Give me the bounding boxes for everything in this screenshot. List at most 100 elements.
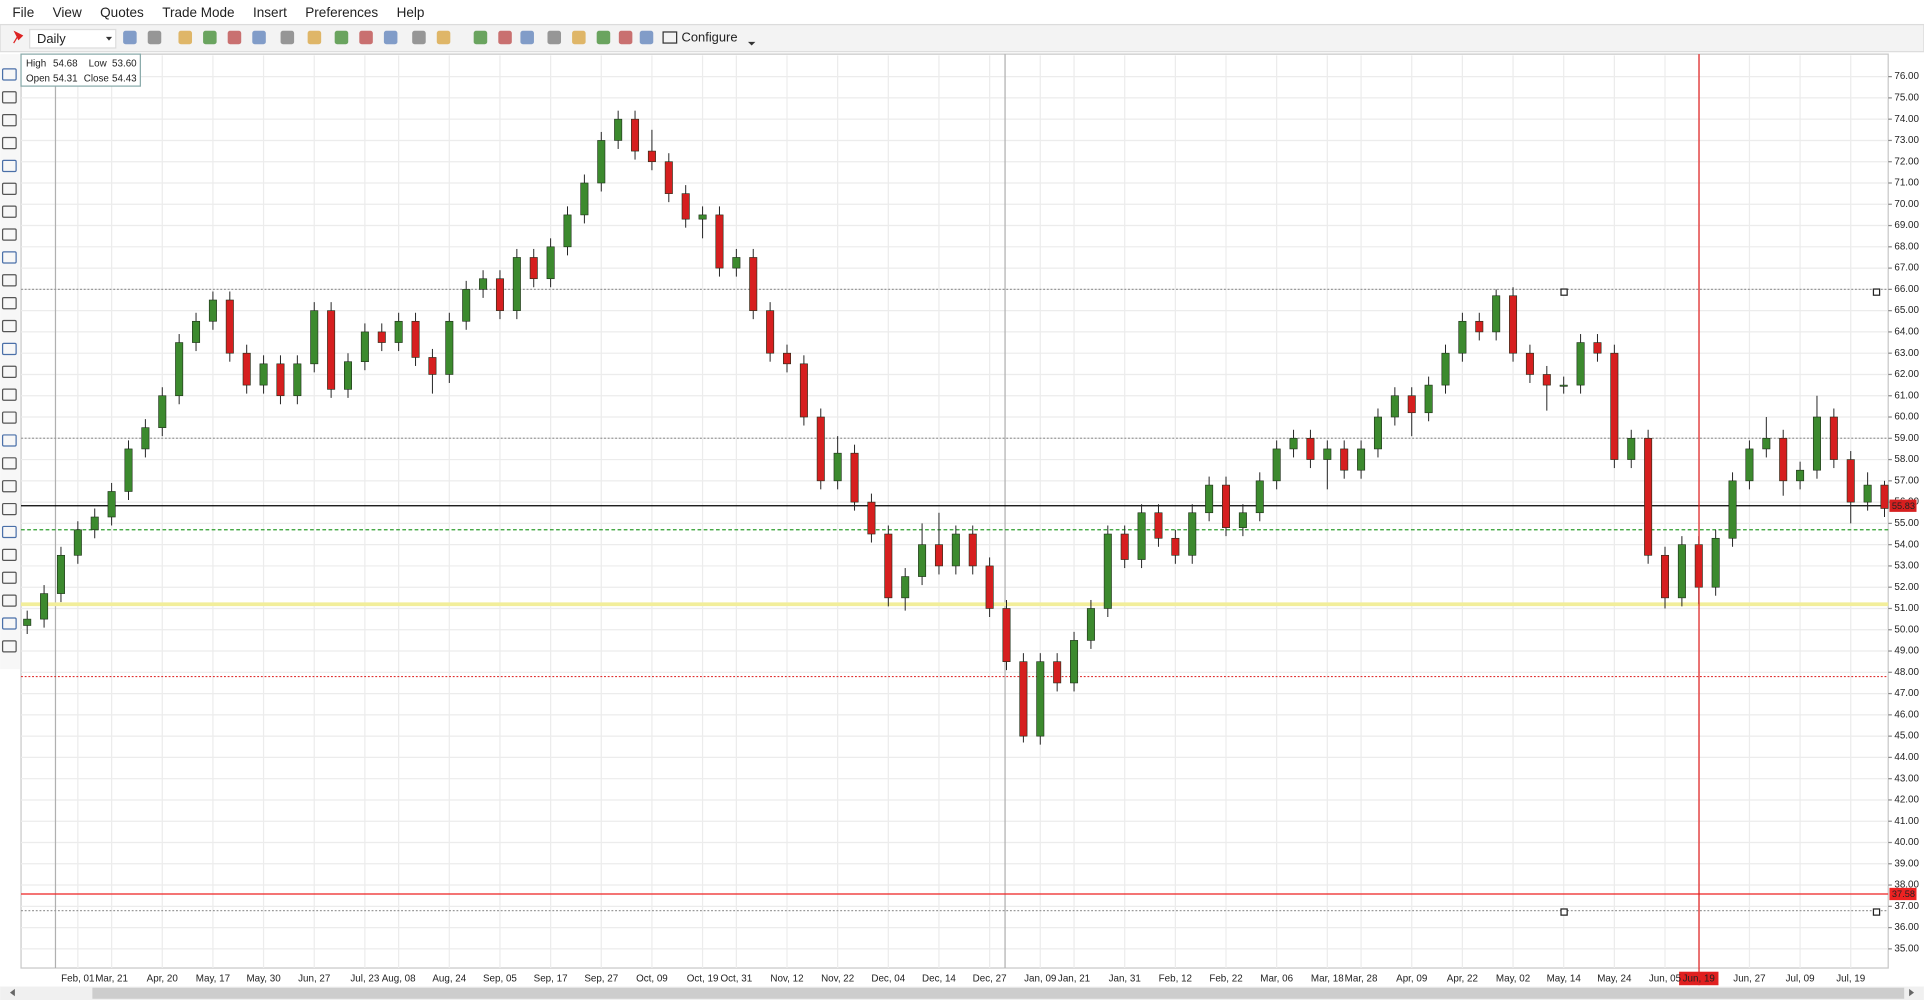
timeframe-select[interactable]: [29, 28, 117, 49]
toolbar-icon[interactable]: [596, 30, 611, 45]
tool-icon[interactable]: [1, 182, 17, 195]
candle-body: [985, 565, 994, 609]
tool-icon[interactable]: [1, 411, 17, 424]
tool-icon[interactable]: [1, 502, 17, 516]
toolbar-icon[interactable]: [436, 30, 451, 45]
tool-icon[interactable]: [1, 457, 17, 470]
info-label: High: [26, 59, 46, 70]
candle-body: [647, 150, 656, 163]
toolbar-icon[interactable]: [383, 30, 398, 45]
menu-item[interactable]: Quotes: [100, 5, 144, 20]
menu-item[interactable]: File: [12, 5, 34, 20]
tool-icon[interactable]: [1, 617, 17, 630]
x-tick-label: Jan, 09: [1024, 974, 1056, 985]
tool-icon[interactable]: [1, 114, 17, 127]
tool-icon[interactable]: [1, 319, 17, 333]
timeframe[interactable]: Daily: [37, 31, 66, 46]
toolbar-icon[interactable]: [639, 30, 654, 45]
pin-icon: [13, 30, 24, 44]
y-tick-label: 63.00: [1894, 348, 1919, 359]
y-tick-label: 44.00: [1894, 752, 1919, 763]
candle-body: [1644, 437, 1653, 556]
toolbar-icon[interactable]: [334, 30, 349, 45]
candle-body: [1053, 661, 1062, 684]
candle-body: [1475, 320, 1484, 333]
tool-icon[interactable]: [1, 297, 17, 310]
menu-item[interactable]: Preferences: [305, 5, 378, 20]
toolbar-icon[interactable]: [252, 30, 266, 45]
crosshair-date-box: [1679, 971, 1719, 986]
toolbar-icon[interactable]: [203, 30, 217, 45]
y-tick-label: 69.00: [1894, 220, 1919, 231]
candle-body: [512, 257, 521, 311]
toolbar-icon[interactable]: [178, 30, 193, 45]
tool-icon[interactable]: [1, 525, 17, 539]
candle-body: [1661, 554, 1670, 599]
configure-button[interactable]: Configure: [682, 30, 738, 45]
tool-icon[interactable]: [1, 274, 17, 287]
menu-item[interactable]: Trade Mode: [162, 5, 234, 20]
tool-icon[interactable]: [1, 205, 17, 218]
toolbar-icon[interactable]: [307, 30, 322, 45]
toolbar-icon[interactable]: [572, 30, 586, 45]
candle-body: [394, 320, 403, 343]
tool-icon[interactable]: [1, 342, 17, 356]
drawing-tools: [0, 54, 20, 670]
menu-item[interactable]: Help: [397, 5, 425, 20]
toolbar-icon[interactable]: [547, 30, 562, 45]
menu-item[interactable]: View: [53, 5, 82, 20]
candles: [23, 110, 1889, 745]
tool-icon[interactable]: [1, 136, 17, 150]
toolbar-icon[interactable]: [520, 30, 534, 45]
toolbar-icon[interactable]: [412, 30, 426, 45]
toolbar-icon[interactable]: [498, 30, 512, 45]
tool-icon[interactable]: [1, 640, 17, 653]
info-label: Low: [89, 59, 108, 70]
menu-item[interactable]: Insert: [253, 5, 287, 20]
toolbar-icon[interactable]: [359, 30, 373, 45]
anchor[interactable]: [1872, 908, 1881, 916]
scroll-left[interactable]: [9, 988, 15, 997]
tool-icon[interactable]: [1, 68, 17, 81]
anchor[interactable]: [1872, 288, 1881, 296]
toolbar-icon[interactable]: [618, 30, 633, 45]
toolbar-icon[interactable]: [123, 30, 137, 45]
tool-icon[interactable]: [1, 594, 17, 607]
toolbar-icon[interactable]: [280, 30, 295, 45]
tool-icon[interactable]: [1, 434, 17, 447]
tool-icon[interactable]: [1, 91, 17, 104]
tool-icon[interactable]: [1, 388, 17, 401]
candle-body: [1711, 537, 1720, 588]
x-tick-label: May, 30: [246, 974, 281, 985]
x-tick-label: Dec, 14: [922, 974, 956, 985]
toolbar-overflow[interactable]: [747, 41, 756, 46]
candle-body: [968, 533, 977, 567]
anchor[interactable]: [1560, 288, 1568, 296]
toolbar-icon[interactable]: [473, 30, 488, 45]
tool-icon[interactable]: [1, 571, 17, 584]
scroll-right[interactable]: [1909, 988, 1915, 997]
tool-icon[interactable]: [1, 251, 17, 264]
tool-icon[interactable]: [1, 480, 17, 493]
y-tick-label: 58.00: [1894, 454, 1919, 465]
anchor[interactable]: [1560, 908, 1568, 916]
y-tick-label: 60.00: [1894, 412, 1919, 423]
candle-body: [411, 320, 420, 358]
tool-icon[interactable]: [1, 228, 17, 241]
tool-icon[interactable]: [1, 548, 17, 562]
candle-body: [951, 533, 960, 567]
candle-body: [850, 452, 859, 503]
toolbar-icon[interactable]: [147, 30, 162, 45]
candle-body: [73, 529, 82, 556]
tool-icon[interactable]: [1, 159, 17, 173]
candle-body: [597, 140, 606, 184]
candle-body: [1509, 295, 1518, 354]
tool-icon[interactable]: [1, 365, 17, 378]
toolbar-icon[interactable]: [227, 30, 242, 45]
level-tag-label: 37.58: [1892, 889, 1915, 899]
menu: File View Quotes Trade Mode Insert Preference…: [12, 5, 424, 20]
scrollbar-thumb[interactable]: [92, 987, 1905, 999]
candle-body: [1542, 374, 1551, 386]
candle-body: [1390, 395, 1399, 418]
